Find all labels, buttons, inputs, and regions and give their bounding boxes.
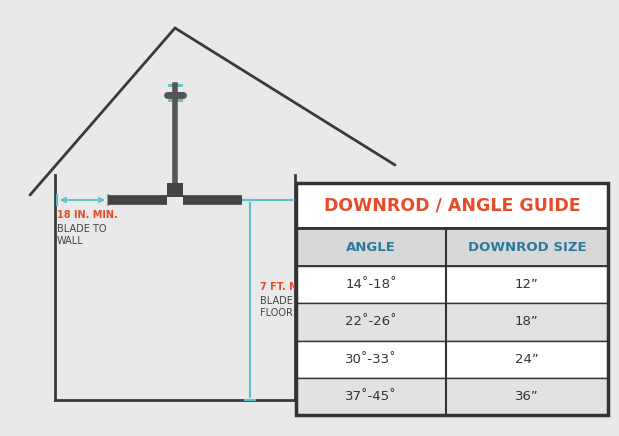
Text: 22˚-26˚: 22˚-26˚ xyxy=(345,315,397,328)
Text: 24”: 24” xyxy=(515,353,539,366)
Text: BLADE TO
FLOOR: BLADE TO FLOOR xyxy=(260,296,310,318)
Bar xyxy=(296,183,608,228)
Bar xyxy=(296,183,608,415)
Text: 30˚-33˚: 30˚-33˚ xyxy=(345,353,397,366)
Bar xyxy=(296,341,608,378)
Text: DOWNROD / ANGLE GUIDE: DOWNROD / ANGLE GUIDE xyxy=(324,197,581,215)
Text: BLADE TO
WALL: BLADE TO WALL xyxy=(57,224,106,246)
Text: 12”: 12” xyxy=(515,278,539,291)
Bar xyxy=(296,303,608,341)
Bar xyxy=(296,266,608,303)
Text: 7 FT. MIN.: 7 FT. MIN. xyxy=(260,282,314,292)
Bar xyxy=(296,378,608,415)
Text: ANGLE: ANGLE xyxy=(346,241,396,253)
Bar xyxy=(167,183,183,197)
Text: 37˚-45˚: 37˚-45˚ xyxy=(345,390,397,403)
Text: 14˚-18˚: 14˚-18˚ xyxy=(345,278,397,291)
Text: 18”: 18” xyxy=(515,315,539,328)
Text: 36”: 36” xyxy=(515,390,539,403)
Text: 18 IN. MIN.: 18 IN. MIN. xyxy=(57,210,118,220)
Bar xyxy=(296,228,608,266)
Text: DOWNROD SIZE: DOWNROD SIZE xyxy=(467,241,586,253)
